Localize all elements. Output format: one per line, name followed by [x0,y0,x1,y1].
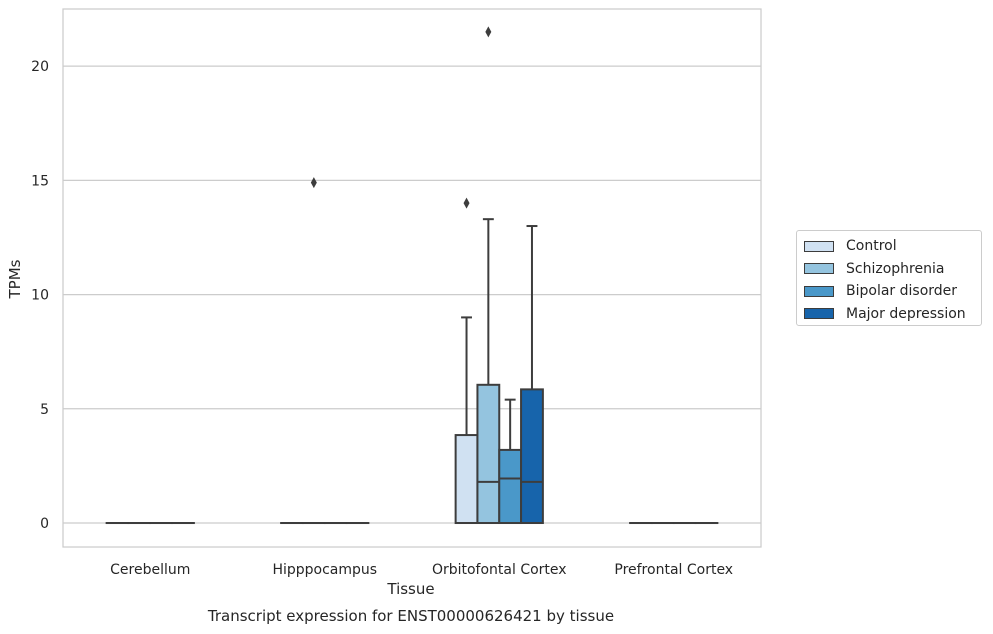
legend-item-major-depression: Major depression [804,303,981,326]
legend-item-bipolar: Bipolar disorder [804,280,981,303]
legend-label-schizophrenia: Schizophrenia [846,260,945,277]
box-body [520,388,544,525]
x-tick-label-1: Hipppocampus [272,562,377,578]
y-tick-label-0: 0 [40,516,49,532]
box-0-2 [454,197,479,525]
legend-swatch-control [804,240,834,252]
x-tick-label-2: Orbitofontal Cortex [432,562,567,578]
x-tick-label-0: Cerebellum [110,562,190,578]
box-body [476,383,501,525]
y-tick-label-20: 20 [31,59,49,75]
gridlines [63,65,761,524]
legend-label-bipolar: Bipolar disorder [846,283,958,300]
legend-label-major-depression: Major depression [846,305,966,322]
chart-title: Transcript expression for ENST0000062642… [207,607,614,625]
legend-swatch-schizophrenia [804,263,834,275]
box-2-2 [498,398,523,525]
box-3-2 [520,225,544,525]
legend-item-control: Control [804,235,981,258]
legend: Control Schizophrenia Bipolar disorder M… [796,230,982,326]
x-axis-title: Tissue [386,580,434,598]
outlier-point-0 [463,197,470,209]
plot-frame [62,8,762,548]
box-body [498,448,523,525]
y-tick-label-5: 5 [40,402,49,418]
x-tick-labels: Cerebellum Hipppocampus Orbitofontal Corte… [110,562,733,578]
outlier-point-0 [310,177,317,189]
legend-swatch-bipolar [804,285,834,297]
outlier-point-0 [485,26,492,38]
box-body [454,434,479,525]
box-1-1 [301,177,326,525]
y-tick-label-15: 15 [31,173,49,189]
box-1-2 [476,26,501,525]
legend-label-control: Control [846,238,897,255]
y-tick-labels: 0 5 10 15 20 [31,59,49,532]
y-axis-title: TPMs [6,259,24,299]
y-tick-label-10: 10 [31,288,49,304]
legend-item-schizophrenia: Schizophrenia [804,258,981,281]
boxes [105,26,719,525]
legend-swatch-major-depression [804,308,834,320]
x-tick-label-3: Prefrontal Cortex [614,562,733,578]
